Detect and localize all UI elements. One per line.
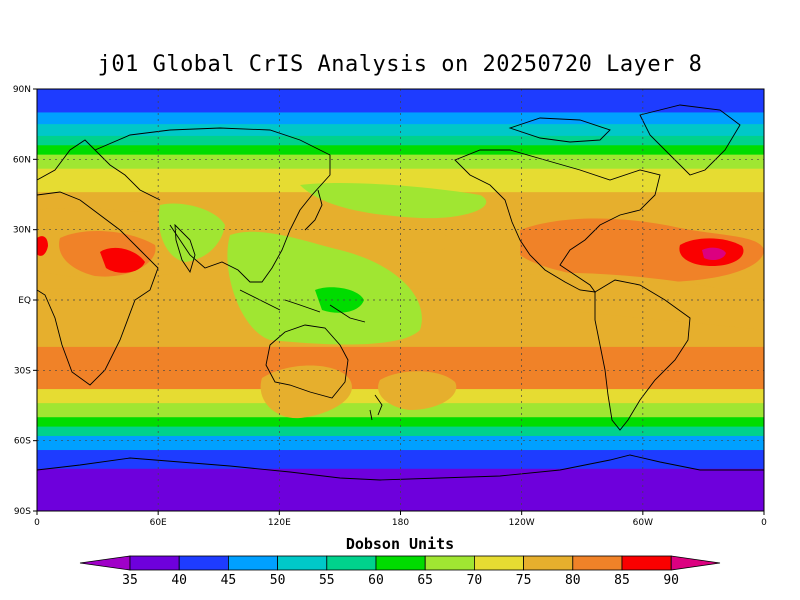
contour-band-16 (37, 468, 764, 511)
map-title: j01 Global CrIS Analysis on 20250720 Lay… (97, 52, 703, 77)
contour-india-low (158, 203, 225, 262)
colorbar-level-label: 85 (614, 573, 630, 588)
colorbar-level-label: 35 (122, 573, 138, 588)
contour-northeast-pacific (300, 183, 487, 219)
contour-west-africa-max (37, 236, 48, 256)
lon-tick-label: 0 (34, 518, 40, 528)
contour-atlantic-high (527, 273, 764, 330)
lon-tick-label: 60W (633, 518, 653, 528)
coastline-south-america (594, 279, 691, 431)
lon-tick-label: 60E (150, 518, 167, 528)
coastline-india (174, 223, 196, 274)
contour-band-0 (37, 89, 764, 113)
colorbar-swatch (326, 555, 377, 571)
lon-tick-label: 180 (392, 518, 409, 528)
coastlines (37, 104, 764, 481)
contour-south-atlantic-high (378, 371, 457, 410)
colorbar-underflow-arrow (79, 555, 131, 571)
contour-maritime-low (315, 287, 364, 313)
coastline-new-zealand (369, 394, 383, 421)
contour-band-1 (37, 112, 764, 125)
contour-band-12 (37, 417, 764, 428)
colorbar-swatch (523, 555, 574, 571)
colorbar-level-label: 90 (663, 573, 679, 588)
coastline-arctic-islands (508, 117, 611, 143)
colorbar-swatch (473, 555, 524, 571)
colorbar-level-label: 75 (516, 573, 532, 588)
coastline-north-america (454, 149, 661, 293)
coastline-greenland (639, 104, 741, 176)
lat-tick-label: 60N (13, 155, 31, 165)
lon-tick-label: 120E (268, 518, 291, 528)
contour-north-atlantic-peak (702, 247, 726, 261)
colorbar-swatch (375, 555, 426, 571)
contour-band-2 (37, 124, 764, 137)
colorbar-level-label: 55 (319, 573, 335, 588)
colorbar-title: Dobson Units (345, 535, 455, 553)
colorbar-level-label: 50 (270, 573, 286, 588)
graticule (37, 89, 764, 511)
colorbar-swatch (178, 555, 229, 571)
colorbar-swatch (572, 555, 623, 571)
colorbar-swatch (277, 555, 328, 571)
contour-north-atlantic-high (520, 218, 764, 282)
contour-north-pacific-high (392, 228, 452, 253)
lat-tick-label: 30N (13, 226, 31, 236)
longitude-axis: 0 60E 120E 180 120W 60W 0 (34, 511, 767, 528)
contour-arabia-max (100, 247, 145, 273)
lat-tick-label: 60S (14, 437, 31, 447)
contour-south-pacific-high (260, 365, 352, 419)
colorbar-swatch (129, 555, 180, 571)
contour-band-11 (37, 403, 764, 418)
coastline-japan (304, 189, 323, 231)
lat-tick-label: 90N (13, 85, 31, 95)
colorbar-level-label: 65 (417, 573, 433, 588)
colorbar-level-label: 45 (221, 573, 237, 588)
colorbar-swatch (621, 555, 672, 571)
colorbar: 35 40 45 50 55 60 65 70 75 80 85 90 (79, 555, 721, 588)
colorbar-swatch (424, 555, 475, 571)
coastline-australia (265, 324, 349, 399)
colorbar-level-label: 70 (467, 573, 483, 588)
colorbar-overflow-arrow (670, 555, 721, 571)
lon-tick-label: 120W (509, 518, 535, 528)
lon-tick-label: 0 (761, 518, 767, 528)
colorbar-level-label: 60 (368, 573, 384, 588)
colorbar-swatch (227, 555, 278, 571)
map-plot-area (37, 89, 764, 511)
lat-tick-label: 90S (14, 507, 31, 517)
contour-band-3 (37, 135, 764, 146)
lat-tick-label: 30S (14, 366, 31, 376)
colorbar-level-label: 40 (171, 573, 187, 588)
colorbar-level-label: 80 (565, 573, 581, 588)
coastline-antarctica (37, 454, 764, 481)
lat-tick-label: EQ (18, 296, 31, 306)
contour-band-15 (37, 450, 764, 470)
latitude-axis: 90N 60N 30N EQ 30S 60S 90S (13, 85, 37, 517)
